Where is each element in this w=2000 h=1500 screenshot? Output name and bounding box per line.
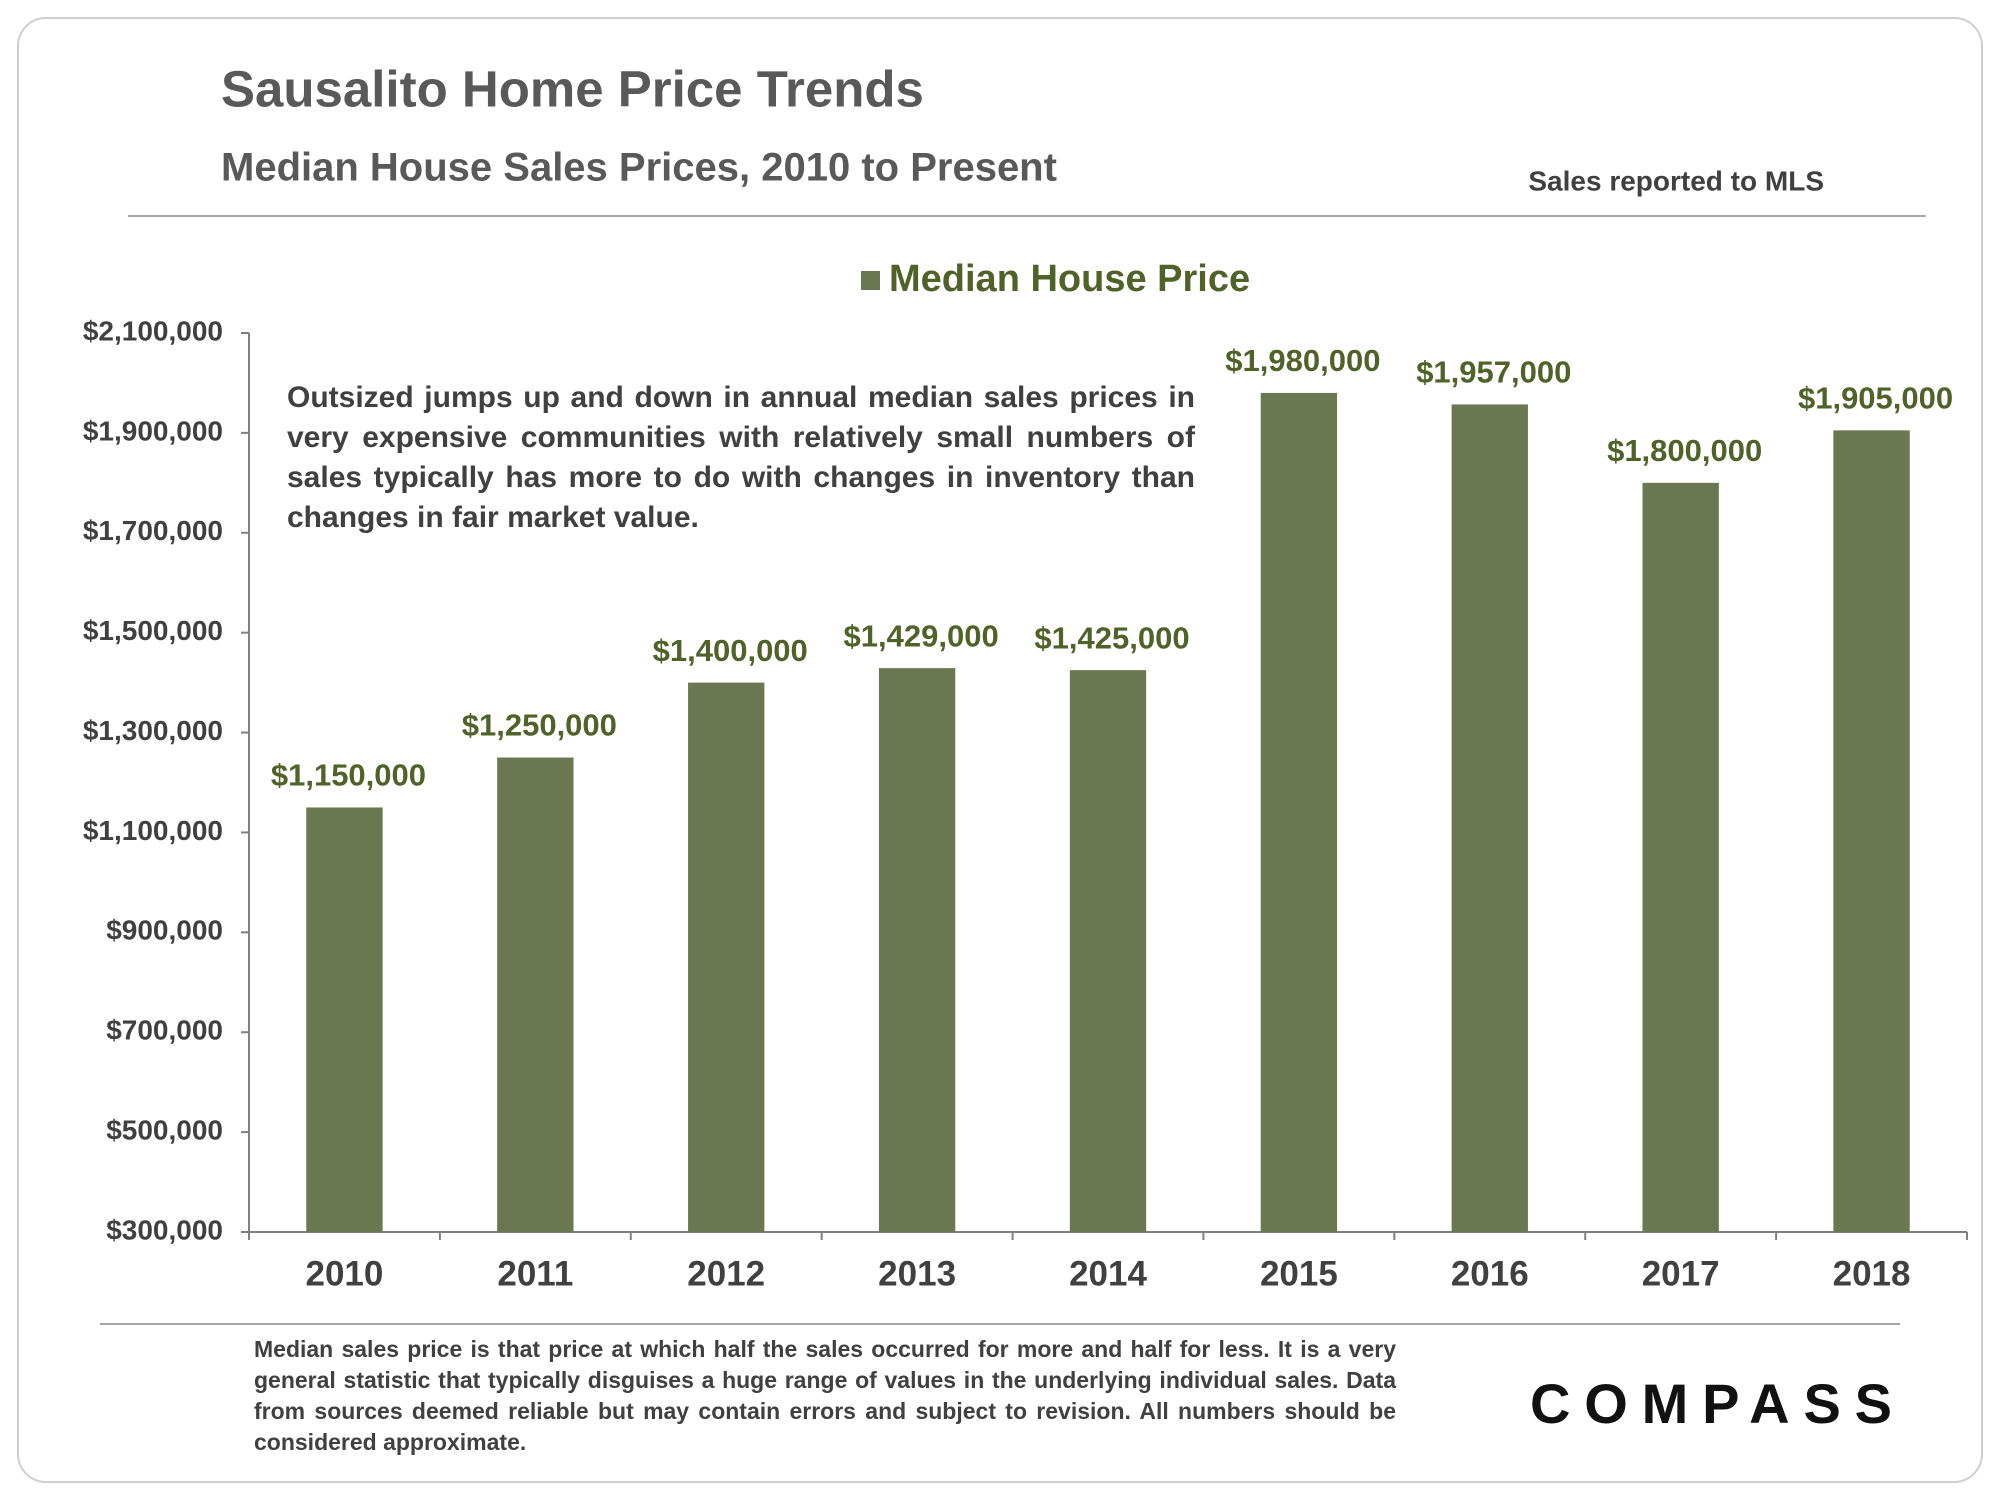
data-label: $1,425,000 bbox=[1034, 620, 1189, 655]
bar bbox=[1260, 392, 1338, 1232]
bar bbox=[497, 757, 574, 1232]
y-tick-label: $900,000 bbox=[106, 915, 223, 946]
frame bbox=[17, 17, 1983, 1483]
x-tick-label: 2017 bbox=[1642, 1254, 1720, 1293]
x-tick-label: 2018 bbox=[1833, 1254, 1911, 1293]
y-tick-label: $1,100,000 bbox=[83, 815, 223, 846]
annotation: Outsized jumps up and down in annual med… bbox=[287, 381, 1195, 534]
x-tick-label: 2013 bbox=[878, 1254, 956, 1293]
x-tick-label: 2015 bbox=[1260, 1254, 1338, 1293]
bar bbox=[1069, 670, 1147, 1232]
y-tick-label: $2,100,000 bbox=[83, 315, 223, 346]
data-label: $1,150,000 bbox=[271, 758, 426, 793]
bar bbox=[1451, 404, 1528, 1233]
chart-title: Sausalito Home Price Trends bbox=[221, 60, 924, 117]
y-tick-label: $1,900,000 bbox=[83, 415, 223, 446]
data-label: $1,250,000 bbox=[462, 708, 617, 743]
x-tick-label: 2011 bbox=[497, 1254, 573, 1293]
x-tick-label: 2012 bbox=[687, 1254, 765, 1293]
y-tick-label: $1,700,000 bbox=[83, 515, 223, 546]
data-label: $1,800,000 bbox=[1607, 433, 1762, 468]
chart-subtitle: Median House Sales Prices, 2010 to Prese… bbox=[221, 146, 1057, 190]
x-tick-label: 2010 bbox=[306, 1254, 384, 1293]
footnote: Median sales price is that price at whic… bbox=[254, 1336, 1396, 1455]
y-tick-label: $700,000 bbox=[106, 1015, 223, 1046]
source: Sales reported to MLS bbox=[1528, 165, 1824, 196]
y-tick-label: $300,000 bbox=[106, 1214, 223, 1245]
y-tick-label: $1,300,000 bbox=[83, 715, 223, 746]
x-tick-label: 2016 bbox=[1451, 1254, 1529, 1293]
legend-swatch bbox=[861, 271, 880, 290]
legend-label: Median House Price bbox=[889, 258, 1250, 300]
bar bbox=[688, 682, 765, 1232]
logo: COMPASS bbox=[1530, 1372, 1892, 1435]
data-label: $1,429,000 bbox=[844, 618, 999, 653]
x-tick-label: 2014 bbox=[1069, 1254, 1147, 1293]
y-tick-label: $1,500,000 bbox=[83, 615, 223, 646]
data-label: $1,905,000 bbox=[1798, 381, 1953, 416]
bar bbox=[878, 668, 956, 1232]
data-label: $1,980,000 bbox=[1225, 343, 1380, 378]
data-label: $1,400,000 bbox=[653, 633, 808, 668]
bar bbox=[1833, 430, 1910, 1232]
bar bbox=[1642, 482, 1719, 1232]
bar bbox=[306, 807, 383, 1232]
y-tick-label: $500,000 bbox=[106, 1115, 223, 1146]
data-label: $1,957,000 bbox=[1416, 355, 1571, 390]
